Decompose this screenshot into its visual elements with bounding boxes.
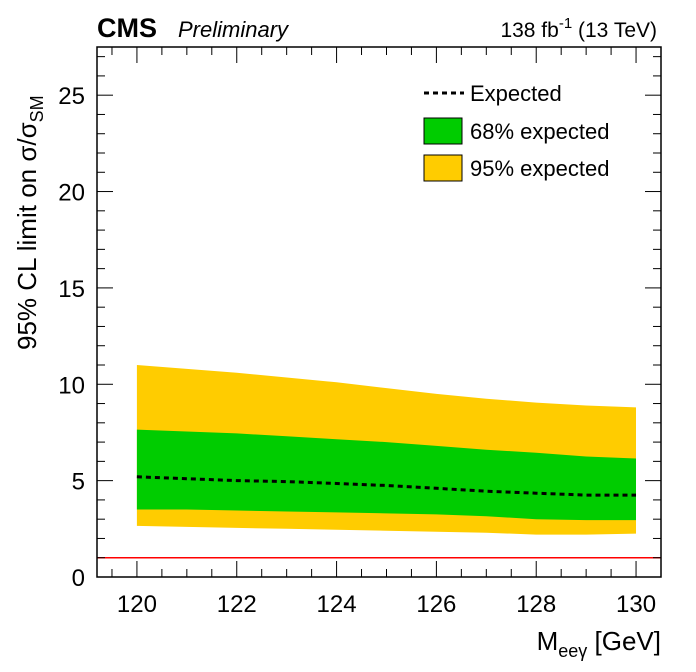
energy-label: (13 TeV) — [572, 19, 657, 42]
bands-group — [136, 365, 636, 535]
y-axis-title-main: 95% CL limit on σ/σ — [12, 122, 42, 350]
x-tick-label: 130 — [616, 591, 656, 618]
x-axis-title: Meeγ [GeV] — [537, 626, 661, 661]
x-tick-label: 122 — [217, 591, 257, 618]
x-axis-title-unit: [GeV] — [587, 626, 661, 656]
y-tick-label: 10 — [58, 372, 85, 399]
x-tick-label: 124 — [317, 591, 357, 618]
status-label: Preliminary — [178, 17, 290, 42]
legend-68-swatch — [423, 117, 463, 145]
ticks-group — [97, 47, 662, 578]
x-tick-label: 120 — [117, 591, 157, 618]
expected-limit-line — [136, 475, 636, 497]
x-axis-title-main: M — [537, 626, 559, 656]
lumi-label: 138 fb-1 (13 TeV) — [500, 15, 657, 42]
experiment-label: CMS — [97, 13, 157, 43]
x-axis-title-sub: eeγ — [558, 641, 587, 661]
lumi-exponent: -1 — [559, 15, 572, 32]
x-tick-label: 128 — [516, 591, 556, 618]
y-axis-title-sub: SM — [27, 95, 47, 122]
legend-95-label: 95% expected — [470, 156, 609, 181]
y-tick-label: 15 — [58, 276, 85, 303]
y-tick-label: 5 — [72, 469, 85, 496]
legend-expected-label: Expected — [470, 81, 562, 106]
legend-95-swatch — [423, 154, 463, 182]
x-tick-label: 126 — [416, 591, 456, 618]
y-tick-label: 0 — [72, 565, 85, 592]
y-tick-label: 20 — [58, 180, 85, 207]
y-tick-label: 25 — [58, 83, 85, 110]
lumi-value: 138 fb — [500, 19, 558, 42]
band-68-expected — [136, 429, 636, 521]
lines-group — [97, 475, 661, 559]
legend: Expected 68% expected 95% expected — [423, 81, 609, 182]
legend-68-label: 68% expected — [470, 119, 609, 144]
y-axis-title: 95% CL limit on σ/σSM — [12, 95, 47, 350]
plot-frame — [96, 46, 662, 578]
tick-labels-group: 120 122 124 126 128 130 0 5 10 15 20 25 — [58, 83, 656, 618]
